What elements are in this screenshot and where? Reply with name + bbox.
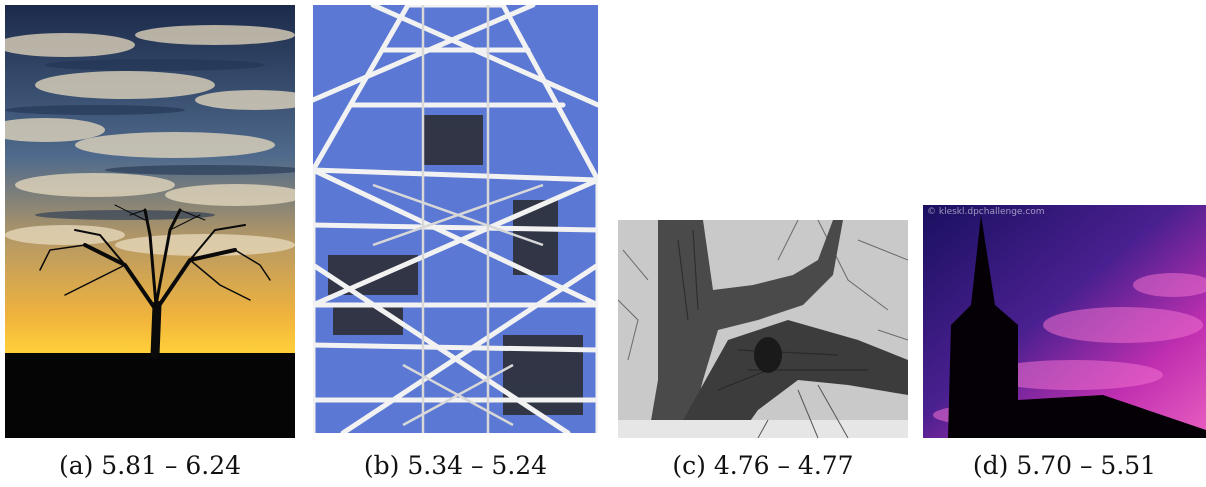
photo-c-bw-tree-trunk bbox=[618, 220, 908, 438]
caption-a: (a) 5.81 – 6.24 bbox=[58, 451, 242, 480]
photo-b-steel-tower bbox=[313, 5, 598, 433]
watermark-text: © kleskl.dpchallenge.com bbox=[927, 207, 1045, 217]
caption-c: (c) 4.76 – 4.77 bbox=[672, 451, 854, 480]
caption-d: (d) 5.70 – 5.51 bbox=[972, 451, 1157, 480]
caption-b: (b) 5.34 – 5.24 bbox=[363, 451, 548, 480]
photo-d-church-silhouette: © kleskl.dpchallenge.com bbox=[923, 205, 1206, 438]
photo-a-tree-sunset bbox=[5, 5, 295, 438]
